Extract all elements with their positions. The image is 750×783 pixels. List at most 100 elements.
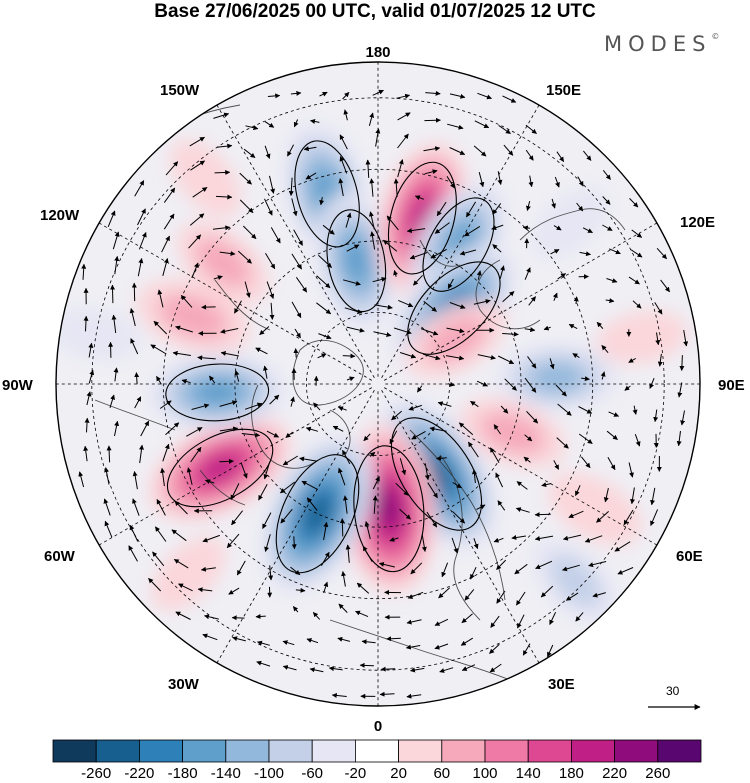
wind-arrow: [459, 249, 477, 256]
wind-arrow: [573, 296, 579, 304]
wind-arrow: [282, 640, 295, 646]
wind-arrow: [165, 161, 179, 176]
wind-arrow: [446, 176, 456, 189]
wind-arrow: [553, 460, 560, 470]
wind-arrow: [338, 603, 348, 613]
colorbar-swatch: [571, 739, 616, 763]
wind-arrow: [362, 545, 373, 563]
wind-arrow: [489, 447, 500, 464]
wind-arrow: [496, 590, 506, 604]
wind-arrow: [191, 403, 210, 410]
wind-arrow: [239, 199, 254, 213]
wind-arrow: [189, 136, 205, 147]
wind-arrow: [86, 391, 92, 406]
colorbar-tick-label: 220: [602, 765, 628, 782]
wind-arrow: [305, 426, 319, 432]
wind-arrow: [524, 327, 536, 333]
wind-arrow: [239, 172, 252, 185]
wind-arrow: [575, 612, 584, 622]
wind-arrow: [470, 566, 477, 580]
wind-arrow: [650, 509, 659, 527]
wind-arrow: [549, 611, 557, 625]
wind-arrow: [407, 591, 424, 599]
wind-arrow: [369, 451, 376, 458]
wind-arrow: [293, 229, 303, 246]
wind-arrow: [478, 171, 485, 188]
wind-arrow: [88, 342, 94, 358]
wind-arrow: [83, 315, 89, 332]
wind-arrow: [316, 302, 332, 315]
wind-arrow: [346, 326, 365, 333]
wind-arrow: [602, 196, 611, 205]
wind-arrow: [556, 151, 565, 163]
wind-arrow: [502, 95, 517, 103]
wind-arrow: [153, 320, 168, 335]
wind-arrow: [550, 249, 560, 255]
wind-arrow: [632, 300, 642, 309]
wind-arrow: [266, 281, 275, 299]
wind-arrow: [449, 302, 466, 309]
colorbar-tick-label: 180: [558, 765, 584, 782]
wind-arrow: [161, 235, 170, 253]
wind-arrow: [504, 378, 517, 391]
wind-arrow: [306, 638, 319, 644]
wind-arrow: [578, 433, 593, 445]
modes-logo: MODES©: [604, 32, 719, 56]
wind-arrow: [186, 427, 203, 437]
wind-arrow: [534, 535, 554, 541]
wind-arrow: [104, 520, 113, 538]
colorbar-swatch: [398, 739, 443, 763]
wind-arrow: [234, 370, 240, 382]
wind-arrow: [138, 232, 147, 250]
wind-arrow: [372, 476, 380, 490]
wind-arrow: [157, 289, 164, 308]
colorbar: [52, 739, 702, 763]
wind-arrow: [577, 176, 584, 187]
anomaly-blob: [316, 192, 397, 330]
wind-arrow: [470, 400, 479, 408]
wind-arrow: [423, 300, 437, 312]
wind-arrow: [110, 284, 116, 304]
wind-arrow: [338, 467, 346, 486]
wind-arrow: [551, 198, 556, 209]
contour-line: [275, 454, 360, 574]
wind-arrow: [282, 455, 299, 466]
wind-arrow: [430, 248, 447, 259]
wind-arrow: [109, 394, 115, 408]
wind-arrow: [320, 551, 330, 567]
wind-arrow: [310, 119, 320, 124]
wind-arrow: [578, 406, 593, 414]
wind-arrow: [473, 538, 479, 550]
wind-arrow: [493, 424, 502, 435]
wind-arrow: [499, 265, 505, 279]
wind-arrow: [679, 355, 685, 371]
wind-arrow: [189, 213, 205, 226]
longitude-label-30e: 30E: [548, 676, 575, 693]
wind-arrow: [323, 581, 329, 594]
colorbar-tick-label: -260: [81, 765, 112, 782]
wind-arrow: [282, 665, 297, 671]
wind-arrow: [219, 400, 238, 407]
wind-arrow: [434, 643, 449, 650]
wind-arrow: [515, 507, 530, 513]
wind-arrow: [339, 518, 345, 537]
wind-arrow: [359, 662, 374, 668]
wind-arrow: [584, 535, 603, 543]
wind-arrow: [447, 123, 464, 130]
wind-arrow: [363, 433, 371, 442]
wind-arrow: [624, 385, 631, 391]
wind-arrow: [219, 458, 234, 464]
wind-arrow: [458, 422, 474, 436]
wind-arrow: [331, 692, 347, 698]
wind-arrow: [511, 535, 526, 540]
wind-arrow: [107, 210, 116, 227]
wind-arrow: [368, 112, 375, 127]
wind-arrow: [256, 660, 271, 667]
wind-arrow: [474, 120, 490, 129]
anomaly-blob: [531, 187, 609, 259]
map-border: [55, 61, 701, 707]
wind-arrow: [660, 279, 670, 293]
wind-arrow: [427, 482, 438, 499]
wind-arrow: [364, 521, 371, 540]
